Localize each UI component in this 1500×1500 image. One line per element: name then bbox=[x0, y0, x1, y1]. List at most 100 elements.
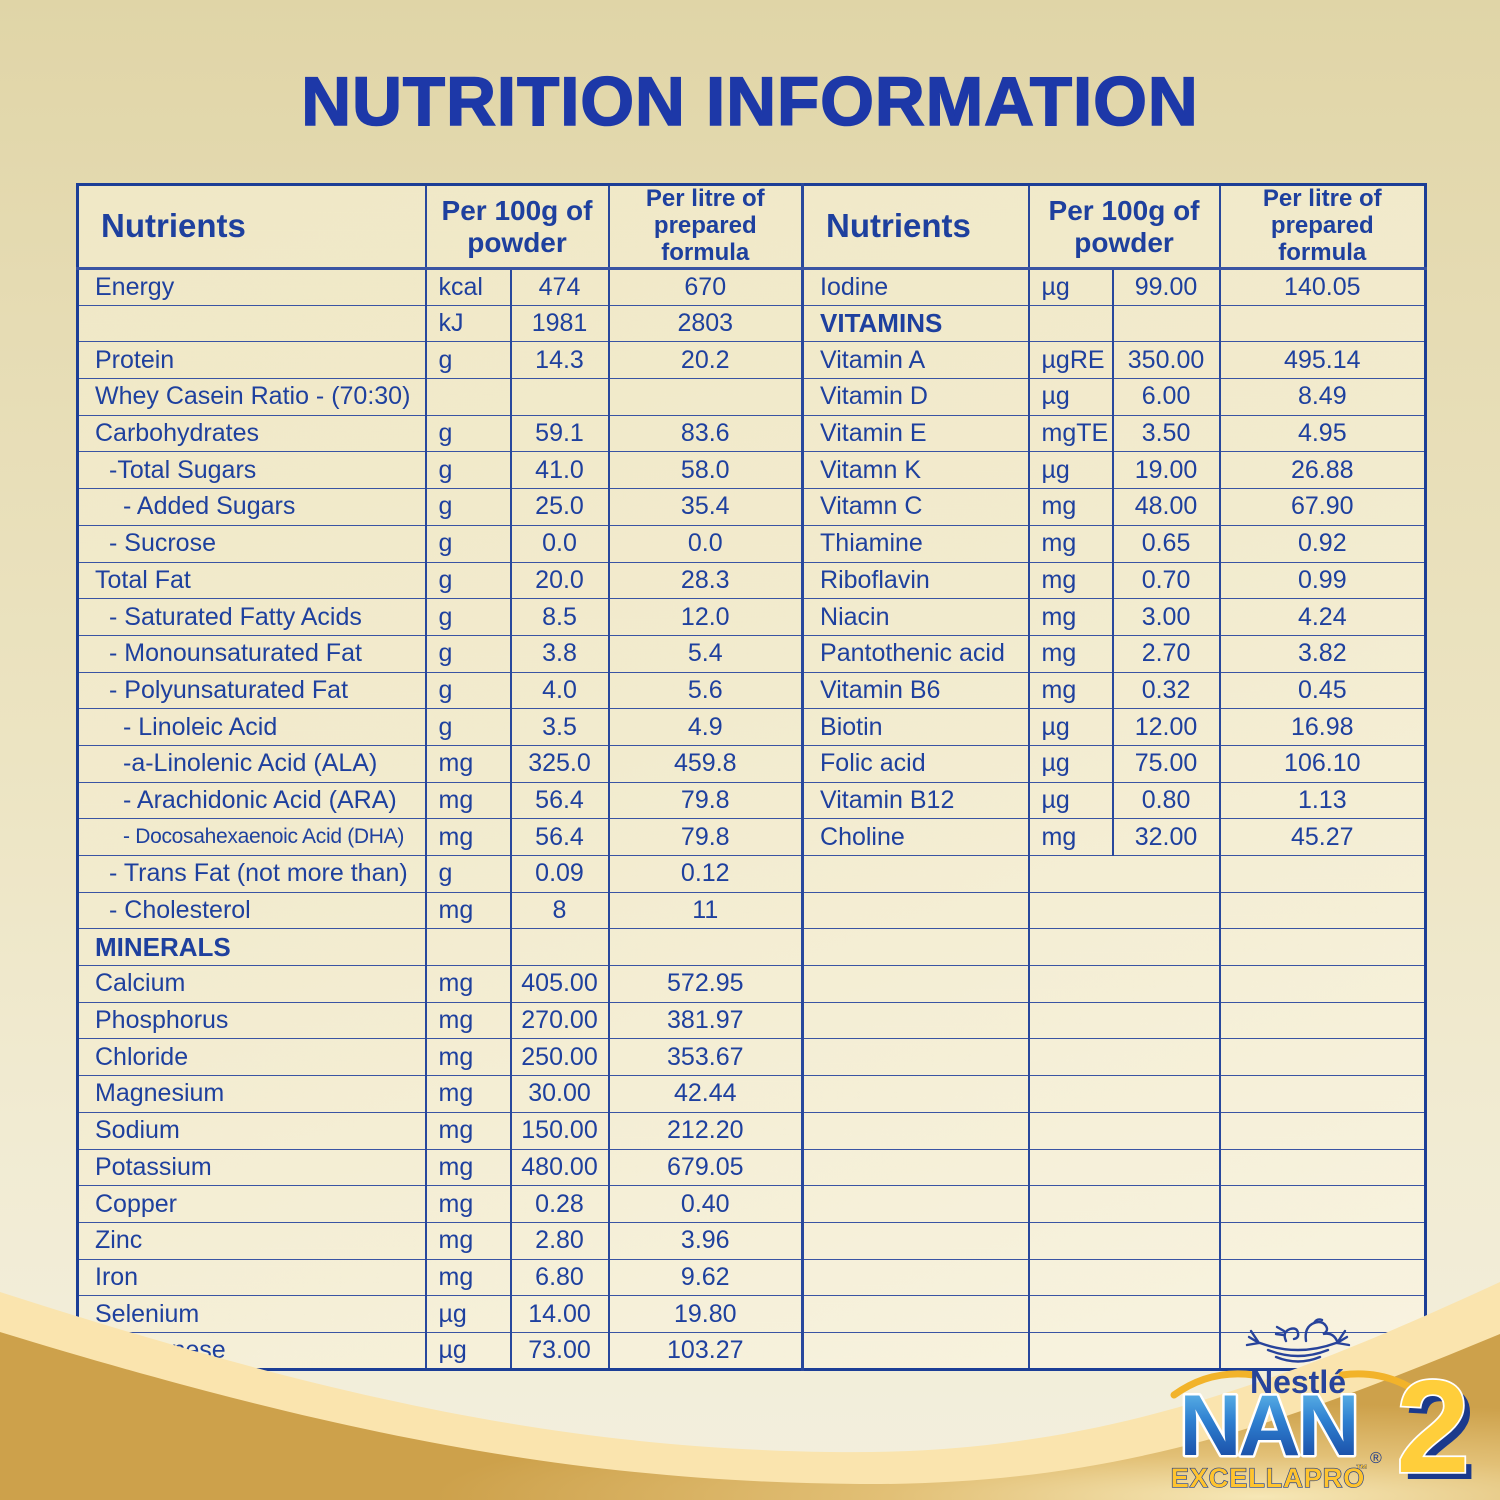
unit-cell: g bbox=[424, 488, 512, 526]
per-litre-value: 0.40 bbox=[607, 1185, 805, 1223]
per-100g-value: 6.80 bbox=[509, 1258, 610, 1297]
table-row: - Trans Fat (not more than) g 0.09 0.12 bbox=[76, 855, 1427, 893]
unit-cell: mg bbox=[424, 1038, 512, 1077]
per-litre-value: 0.92 bbox=[1218, 524, 1427, 563]
unit-cell: mg bbox=[424, 1221, 512, 1260]
table-row: Copper mg 0.28 0.40 bbox=[76, 1185, 1427, 1223]
nutrient-label bbox=[801, 1111, 1030, 1150]
per-litre-value bbox=[1218, 891, 1427, 930]
header-nutrients-right: Nutrients bbox=[801, 184, 1030, 270]
nutrient-label: Vitamin B6 bbox=[801, 671, 1030, 710]
nutrient-label: Biotin bbox=[801, 708, 1030, 746]
per-100g-value: 6.00 bbox=[1111, 378, 1221, 416]
per-litre-value bbox=[1218, 304, 1427, 343]
unit-cell: mg bbox=[424, 1258, 512, 1297]
nutrient-label: Vitamin B12 bbox=[801, 781, 1030, 820]
nutrient-label: Vitamin E bbox=[801, 414, 1030, 453]
header-per-litre-right: Per litre of prepared formula bbox=[1218, 184, 1427, 270]
per-litre-value: 26.88 bbox=[1218, 451, 1427, 490]
table-row: - Saturated Fatty Acids g 8.5 12.0 Niacin mg 3… bbox=[76, 598, 1427, 636]
per-litre-value: 459.8 bbox=[607, 744, 805, 783]
nutrient-label: Potassium bbox=[76, 1148, 427, 1187]
unit-cell: mg bbox=[424, 781, 512, 820]
nutrient-label: Niacin bbox=[801, 598, 1030, 636]
nutrition-table: Nutrients Per 100g of powder Per litre o… bbox=[76, 183, 1428, 1371]
stage-number-shadow: 2 bbox=[1403, 1360, 1476, 1500]
nutrient-label: Selenium bbox=[76, 1295, 427, 1333]
per-litre-value bbox=[1218, 855, 1427, 893]
unit-cell: µg bbox=[1027, 268, 1114, 306]
table-row: - Docosahexaenoic Acid (DHA) mg 56.4 79.8 Ch… bbox=[76, 818, 1427, 856]
nutrient-label bbox=[801, 1221, 1030, 1260]
table-row: MINERALS bbox=[76, 928, 1427, 967]
per-litre-value: 3.96 bbox=[607, 1221, 805, 1260]
excellapro-wordmark: EXCELLAPRO bbox=[1171, 1463, 1366, 1493]
per-litre-value: 16.98 bbox=[1218, 708, 1427, 746]
table-row: - Polyunsaturated Fat g 4.0 5.6 Vitamin B6 mg… bbox=[76, 671, 1427, 710]
table-row: - Linoleic Acid g 3.5 4.9 Biotin µg 12.00 16.98 bbox=[76, 708, 1427, 746]
unit-value-merged-cell bbox=[1027, 1221, 1221, 1260]
nutrient-label: - Trans Fat (not more than) bbox=[76, 855, 427, 893]
unit-cell: µg bbox=[1027, 744, 1114, 783]
per-100g-value: 14.3 bbox=[509, 341, 610, 380]
per-litre-value: 20.2 bbox=[607, 341, 805, 380]
unit-cell: µg bbox=[424, 1331, 512, 1370]
table-row: Energy kcal 474 670 Iodine µg 99.00 140.05 bbox=[76, 268, 1427, 306]
per-litre-value: 140.05 bbox=[1218, 268, 1427, 306]
per-100g-value: 0.70 bbox=[1111, 561, 1221, 600]
brand-logo: Nestlé NAN ® EXCELLAPRO ™ 2 2 bbox=[1170, 1318, 1477, 1500]
per-100g-value: 0.32 bbox=[1111, 671, 1221, 710]
per-100g-value: 73.00 bbox=[509, 1331, 610, 1370]
unit-cell: µg bbox=[424, 1295, 512, 1333]
nan-wordmark: NAN bbox=[1179, 1378, 1356, 1474]
unit-cell: µg bbox=[1027, 781, 1114, 820]
header-per-100g-right: Per 100g of powder bbox=[1027, 184, 1221, 270]
table-row: Chloride mg 250.00 353.67 bbox=[76, 1038, 1427, 1077]
unit-cell: g bbox=[424, 855, 512, 893]
per-litre-value bbox=[1218, 965, 1427, 1003]
unit-cell: g bbox=[424, 524, 512, 563]
nutrient-label bbox=[801, 1258, 1030, 1297]
per-100g-value: 0.09 bbox=[509, 855, 610, 893]
nutrient-label: Carbohydrates bbox=[76, 414, 427, 453]
unit-cell: g bbox=[424, 598, 512, 636]
unit-cell: mg bbox=[1027, 524, 1114, 563]
unit-cell: g bbox=[424, 451, 512, 490]
nestle-wordmark: Nestlé bbox=[1250, 1364, 1346, 1400]
per-100g-value: 0.28 bbox=[509, 1185, 610, 1223]
per-litre-value: 9.62 bbox=[607, 1258, 805, 1297]
nutrient-label: - Polyunsaturated Fat bbox=[76, 671, 427, 710]
per-litre-value: 679.05 bbox=[607, 1148, 805, 1187]
per-litre-value: 83.6 bbox=[607, 414, 805, 453]
per-100g-value bbox=[509, 378, 610, 416]
per-litre-value: 42.44 bbox=[607, 1075, 805, 1113]
unit-cell: µg bbox=[1027, 451, 1114, 490]
unit-cell: mg bbox=[424, 1185, 512, 1223]
nutrient-label: Zinc bbox=[76, 1221, 427, 1260]
unit-cell: mg bbox=[424, 818, 512, 856]
unit-value-merged-cell bbox=[1027, 855, 1221, 893]
nutrient-label bbox=[801, 1038, 1030, 1077]
unit-cell bbox=[1027, 304, 1114, 343]
per-litre-value bbox=[607, 378, 805, 416]
unit-cell: g bbox=[424, 414, 512, 453]
per-litre-value bbox=[1218, 1185, 1427, 1223]
unit-value-merged-cell bbox=[1027, 1038, 1221, 1077]
nutrient-label: Phosphorus bbox=[76, 1001, 427, 1040]
per-100g-value: 32.00 bbox=[1111, 818, 1221, 856]
nutrient-label: Iodine bbox=[801, 268, 1030, 306]
unit-cell: mg bbox=[424, 1001, 512, 1040]
per-100g-value: 250.00 bbox=[509, 1038, 610, 1077]
per-litre-value: 670 bbox=[607, 268, 805, 306]
nutrient-label: - Saturated Fatty Acids bbox=[76, 598, 427, 636]
unit-cell: mg bbox=[424, 1075, 512, 1113]
per-100g-value: 3.50 bbox=[1111, 414, 1221, 453]
per-100g-value: 8 bbox=[509, 891, 610, 930]
unit-cell: g bbox=[424, 708, 512, 746]
per-litre-value: 0.0 bbox=[607, 524, 805, 563]
unit-cell: g bbox=[424, 341, 512, 380]
